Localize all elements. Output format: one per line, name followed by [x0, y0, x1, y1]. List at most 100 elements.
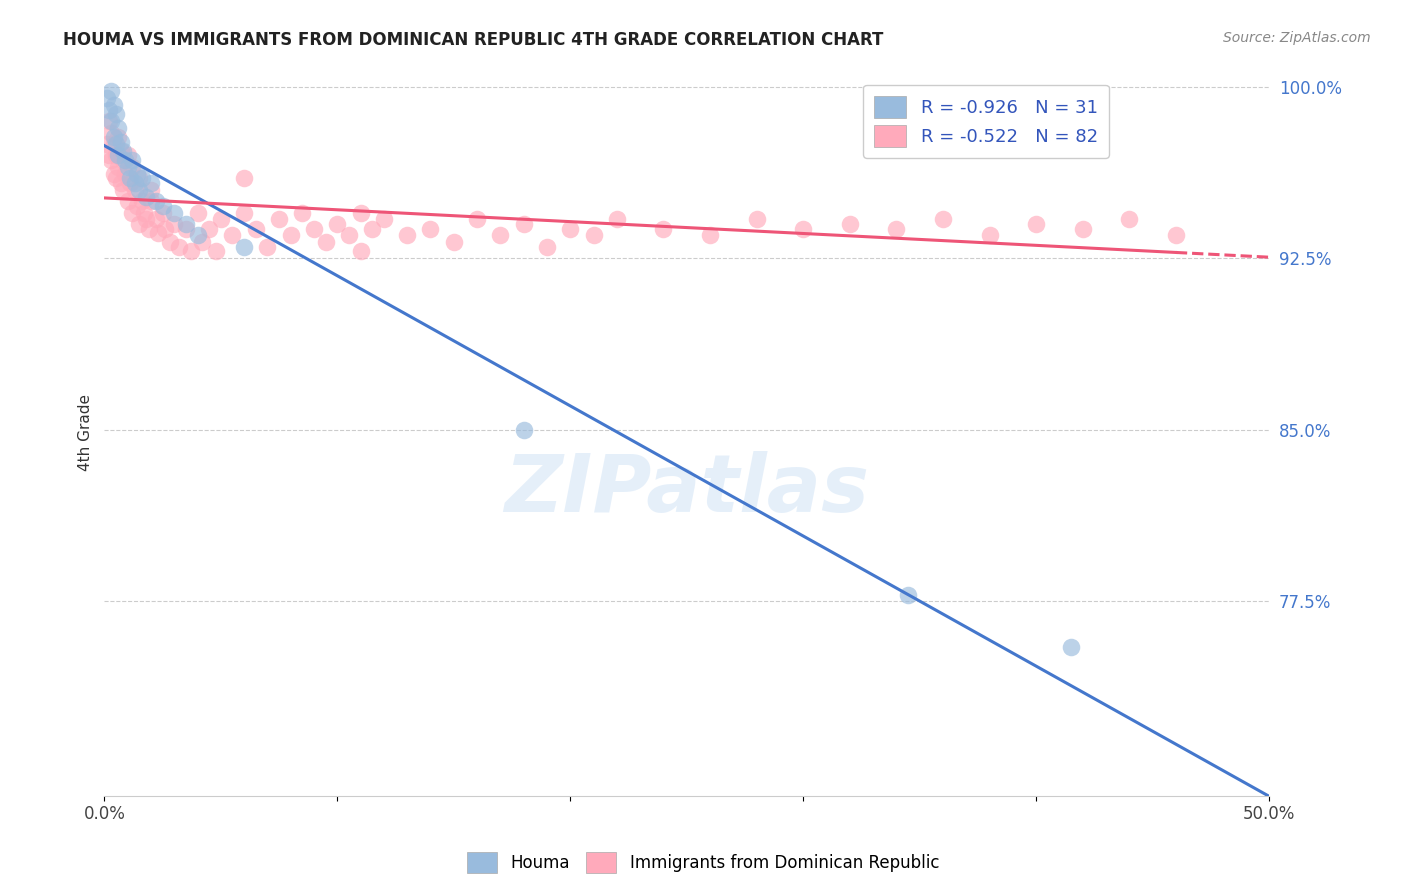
Point — [111, 183, 134, 197]
Point — [198, 221, 221, 235]
Point — [163, 217, 186, 231]
Point — [100, 153, 122, 167]
Point — [932, 212, 955, 227]
Point — [897, 587, 920, 601]
Point — [124, 176, 146, 190]
Point — [121, 160, 143, 174]
Point — [135, 189, 157, 203]
Point — [138, 221, 160, 235]
Point — [131, 171, 153, 186]
Point — [792, 221, 814, 235]
Point — [191, 235, 214, 250]
Point — [159, 235, 181, 250]
Point — [117, 160, 139, 174]
Point — [114, 153, 136, 167]
Point — [419, 221, 441, 235]
Point — [128, 171, 150, 186]
Point — [139, 194, 162, 209]
Point — [107, 160, 129, 174]
Point — [302, 221, 325, 235]
Y-axis label: 4th Grade: 4th Grade — [79, 393, 93, 471]
Point — [139, 176, 162, 190]
Point — [98, 114, 121, 128]
Point — [111, 153, 134, 167]
Text: Source: ZipAtlas.com: Source: ZipAtlas.com — [1223, 31, 1371, 45]
Point — [110, 144, 132, 158]
Point — [132, 205, 155, 219]
Point — [114, 167, 136, 181]
Point — [349, 205, 371, 219]
Point — [465, 212, 488, 227]
Point — [174, 221, 197, 235]
Point — [699, 228, 721, 243]
Point — [117, 148, 139, 162]
Legend: Houma, Immigrants from Dominican Republic: Houma, Immigrants from Dominican Republi… — [460, 846, 946, 880]
Point — [107, 130, 129, 145]
Point — [349, 244, 371, 259]
Point — [979, 228, 1001, 243]
Point — [233, 240, 256, 254]
Point — [174, 217, 197, 231]
Point — [838, 217, 860, 231]
Point — [606, 212, 628, 227]
Point — [560, 221, 582, 235]
Point — [373, 212, 395, 227]
Point — [396, 228, 419, 243]
Point — [180, 244, 202, 259]
Point — [512, 423, 534, 437]
Point — [125, 167, 148, 181]
Point — [221, 228, 243, 243]
Point — [105, 107, 128, 121]
Point — [105, 136, 128, 151]
Point — [118, 176, 141, 190]
Point — [135, 212, 157, 227]
Point — [489, 228, 512, 243]
Point — [110, 176, 132, 190]
Point — [139, 183, 162, 197]
Point — [167, 240, 190, 254]
Point — [110, 135, 132, 149]
Point — [582, 228, 605, 243]
Point — [145, 194, 167, 209]
Point — [512, 217, 534, 231]
Point — [103, 136, 125, 151]
Point — [100, 126, 122, 140]
Point — [100, 84, 122, 98]
Point — [145, 212, 167, 227]
Point — [443, 235, 465, 250]
Point — [256, 240, 278, 254]
Point — [233, 171, 256, 186]
Point — [291, 205, 314, 219]
Point — [233, 205, 256, 219]
Point — [1060, 640, 1083, 654]
Point — [1025, 217, 1047, 231]
Point — [153, 221, 176, 235]
Point — [105, 171, 128, 186]
Point — [117, 194, 139, 209]
Text: ZIPatlas: ZIPatlas — [505, 451, 869, 529]
Point — [121, 153, 143, 167]
Point — [103, 98, 125, 112]
Point — [337, 228, 360, 243]
Point — [124, 183, 146, 197]
Point — [131, 194, 153, 209]
Point — [128, 183, 150, 197]
Point — [209, 212, 232, 227]
Point — [1118, 212, 1140, 227]
Point — [280, 228, 302, 243]
Point — [96, 91, 118, 105]
Legend: R = -0.926   N = 31, R = -0.522   N = 82: R = -0.926 N = 31, R = -0.522 N = 82 — [863, 85, 1108, 158]
Point — [107, 120, 129, 135]
Point — [1071, 221, 1094, 235]
Point — [187, 228, 209, 243]
Point — [105, 148, 128, 162]
Point — [267, 212, 290, 227]
Point — [103, 167, 125, 181]
Point — [128, 217, 150, 231]
Point — [121, 205, 143, 219]
Point — [187, 205, 209, 219]
Point — [361, 221, 384, 235]
Text: HOUMA VS IMMIGRANTS FROM DOMINICAN REPUBLIC 4TH GRADE CORRELATION CHART: HOUMA VS IMMIGRANTS FROM DOMINICAN REPUB… — [63, 31, 883, 49]
Point — [745, 212, 768, 227]
Point — [163, 205, 186, 219]
